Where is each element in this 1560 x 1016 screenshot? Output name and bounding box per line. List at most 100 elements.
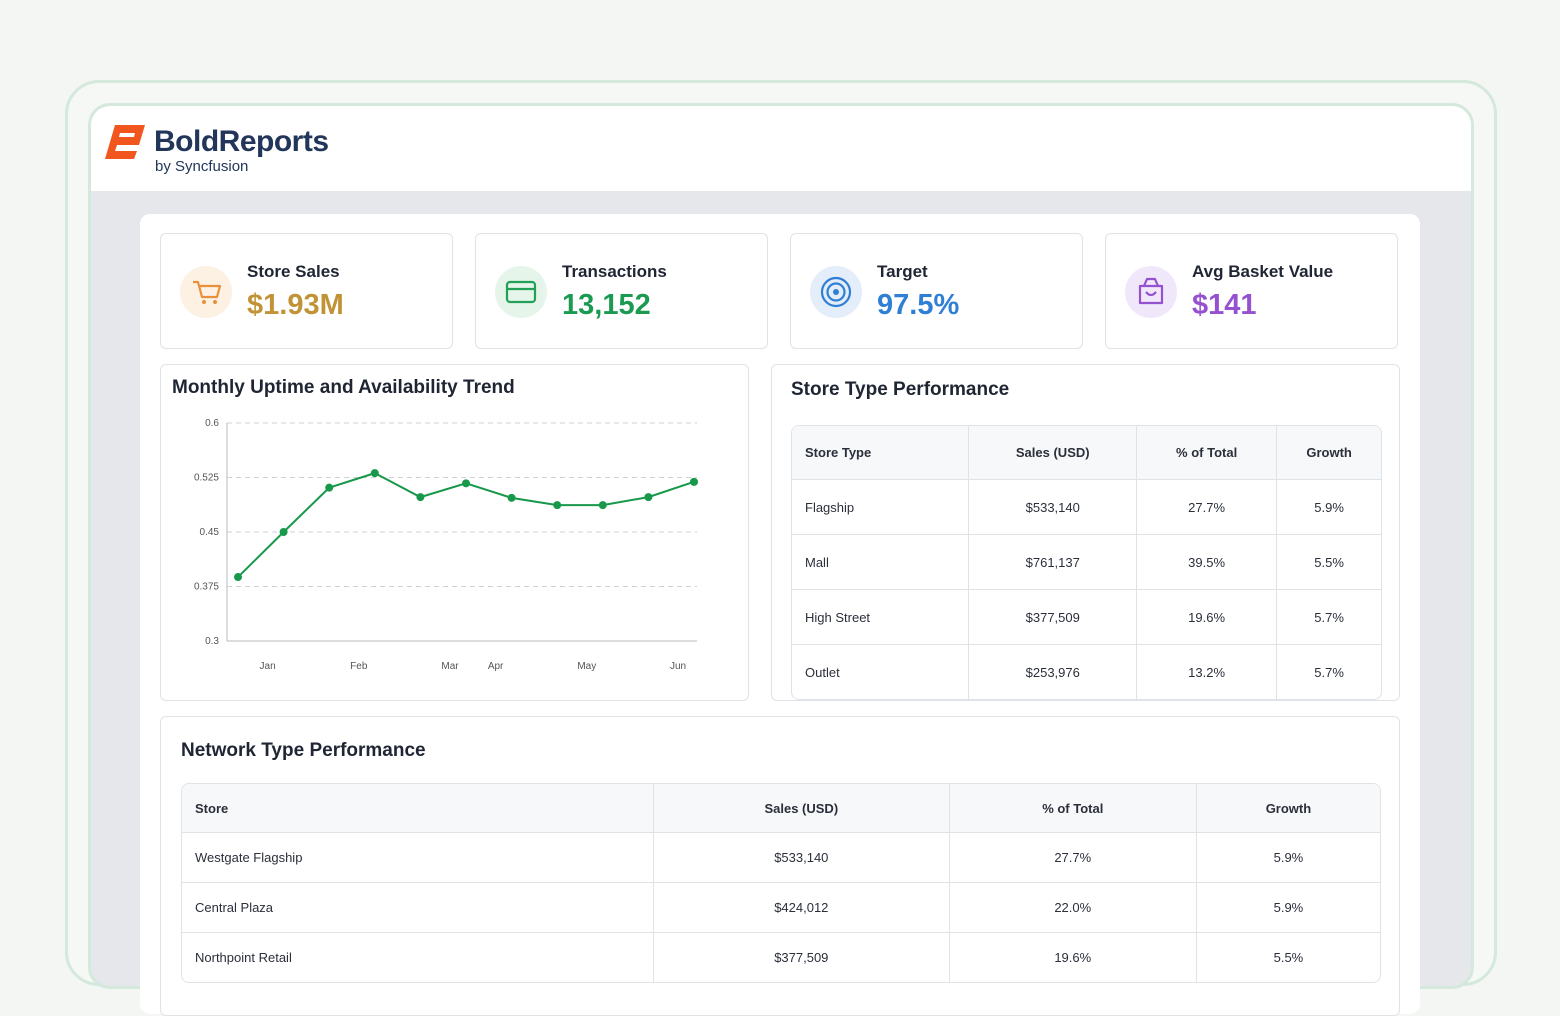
x-tick-label: Jan: [260, 661, 276, 672]
table-row: Northpoint Retail $377,509 19.6% 5.5%: [182, 933, 1380, 982]
table-cell: $533,140: [969, 480, 1138, 535]
kpi-card: Target 97.5%: [790, 233, 1083, 349]
network-table: Store Sales (USD)% of Total Growth Westgate…: [181, 783, 1381, 983]
x-tick-label: Jun: [670, 661, 686, 672]
point: [598, 501, 607, 510]
table-cell: 39.5%: [1137, 535, 1278, 590]
column-header: Store: [182, 784, 654, 833]
column-header: Sales (USD): [969, 426, 1138, 480]
table-cell: $377,509: [654, 933, 950, 982]
byline: by Syncfusion: [155, 158, 249, 175]
brand: BoldReports: [154, 125, 329, 159]
line: [237, 472, 695, 578]
table-cell: 22.0%: [949, 883, 1197, 933]
column-header: Growth: [1196, 784, 1380, 833]
table-row: High Street $377,509 19.6% 5.7%: [792, 590, 1381, 645]
table-cell: Central Plaza: [182, 883, 654, 933]
kpi-icon: [495, 266, 547, 318]
x-tick-label: Apr: [488, 661, 504, 672]
table-cell: 19.6%: [1137, 590, 1278, 645]
kpi-value: $141: [1192, 289, 1257, 321]
header-row: Store Type Sales (USD)% of Total Growth: [792, 426, 1381, 480]
kpi-icon: [1125, 266, 1177, 318]
point: [325, 483, 334, 492]
point: [690, 477, 698, 486]
brand-bold: Bold: [154, 125, 219, 158]
table-cell: Northpoint Retail: [182, 933, 654, 982]
table-cell: 5.9%: [1196, 883, 1380, 933]
kpi-icon: [810, 266, 862, 318]
y-tick-label: 0.3: [205, 636, 219, 647]
table-cell: $253,976: [969, 645, 1138, 699]
table-cell: $761,137: [969, 535, 1138, 590]
brand-rest: Reports: [218, 125, 329, 158]
point: [462, 479, 470, 488]
table-cell: 5.5%: [1277, 535, 1381, 590]
table-cell: $377,509: [969, 590, 1138, 645]
table-cell: $424,012: [653, 883, 950, 933]
table-cell: $533,140: [653, 833, 950, 883]
point: [507, 493, 516, 502]
y-tick-label: 0.6: [205, 418, 219, 429]
column-header: % of Total: [949, 784, 1197, 833]
kpi-card: Transactions 13,152: [475, 233, 768, 349]
point: [279, 528, 288, 536]
table-cell: 19.6%: [950, 933, 1197, 982]
point: [234, 573, 242, 582]
kpi-label: Store Sales: [247, 262, 340, 281]
chart-title: Monthly Uptime and Availability Trend: [172, 377, 515, 398]
store-type-card: Store Type Performance Store Type Sales (…: [771, 364, 1400, 701]
table-cell: 5.7%: [1277, 590, 1381, 645]
table-cell: 5.9%: [1196, 833, 1380, 883]
table-row: Outlet $253,976 13.2% 5.7%: [792, 645, 1381, 699]
table-row: Westgate Flagship $533,140 27.7% 5.9%: [182, 833, 1380, 883]
kpi-card: Avg Basket Value $141: [1105, 233, 1398, 349]
chart: 0.3 0.375 0.45 0.525 0.6 Jan Feb Mar Apr May Jun: [194, 418, 698, 672]
table-cell: 5.5%: [1273, 950, 1304, 965]
column-header: Store Type: [792, 426, 970, 480]
table-cell: 5.7%: [1314, 664, 1344, 680]
y-tick-label: 0.375: [194, 582, 219, 593]
network-card: Network Type Performance Store Sales (USD…: [160, 716, 1400, 1016]
y-tick-label: 0.45: [200, 527, 220, 538]
column-header: % of Total: [1137, 426, 1278, 480]
table-cell: Outlet: [792, 645, 970, 699]
table-cell: 13.2%: [1137, 645, 1278, 699]
table-cell: Flagship: [792, 480, 970, 535]
page: BoldReports by Syncfusion Store Sales $1.…: [65, 80, 1497, 1016]
table-row: Mall $761,137 39.5% 5.5%: [792, 535, 1381, 590]
top-bar: BoldReports by Syncfusion: [91, 106, 1471, 191]
x-tick-label: Feb: [350, 661, 368, 672]
y-tick-label: 0.525: [194, 473, 219, 484]
kpi-label: Transactions: [562, 262, 667, 281]
kpi-label: Avg Basket Value: [1192, 262, 1334, 281]
point: [416, 493, 425, 502]
section-title: Store Type Performance: [791, 379, 1010, 400]
table-cell: 27.7%: [1137, 480, 1278, 535]
kpi-label: Target: [877, 262, 928, 281]
section-title: Network Type Performance: [181, 740, 426, 761]
kpi-card: Store Sales $1.93M: [160, 233, 453, 349]
x-tick-label: May: [577, 661, 596, 672]
x-tick-label: Mar: [441, 661, 459, 672]
table-cell: 27.7%: [949, 833, 1197, 883]
table-row: Central Plaza $424,012 22.0% 5.9%: [182, 883, 1380, 933]
point: [370, 469, 379, 478]
column-header: Sales (USD): [653, 784, 950, 833]
table-cell: Mall: [792, 535, 970, 590]
store-type-table: Store Type Sales (USD)% of Total Growth Fla…: [791, 425, 1382, 700]
kpi-icon: [180, 266, 232, 318]
chart-card: Monthly Uptime and Availability Trend 0.…: [160, 364, 749, 701]
point: [644, 493, 653, 502]
kpi-value: 13,152: [562, 289, 651, 321]
kpi-value: $1.93M: [247, 289, 344, 321]
point: [553, 501, 562, 510]
table-cell: Westgate Flagship: [182, 833, 654, 883]
table-cell: 5.9%: [1277, 480, 1381, 535]
column-header: Growth: [1277, 426, 1381, 480]
kpi-value: 97.5%: [877, 289, 960, 321]
table-row: Flagship $533,140 27.7% 5.9%: [792, 480, 1381, 535]
logo: [105, 125, 145, 159]
header-row: Store Sales (USD)% of Total Growth: [182, 784, 1380, 833]
table-cell: High Street: [792, 590, 970, 645]
